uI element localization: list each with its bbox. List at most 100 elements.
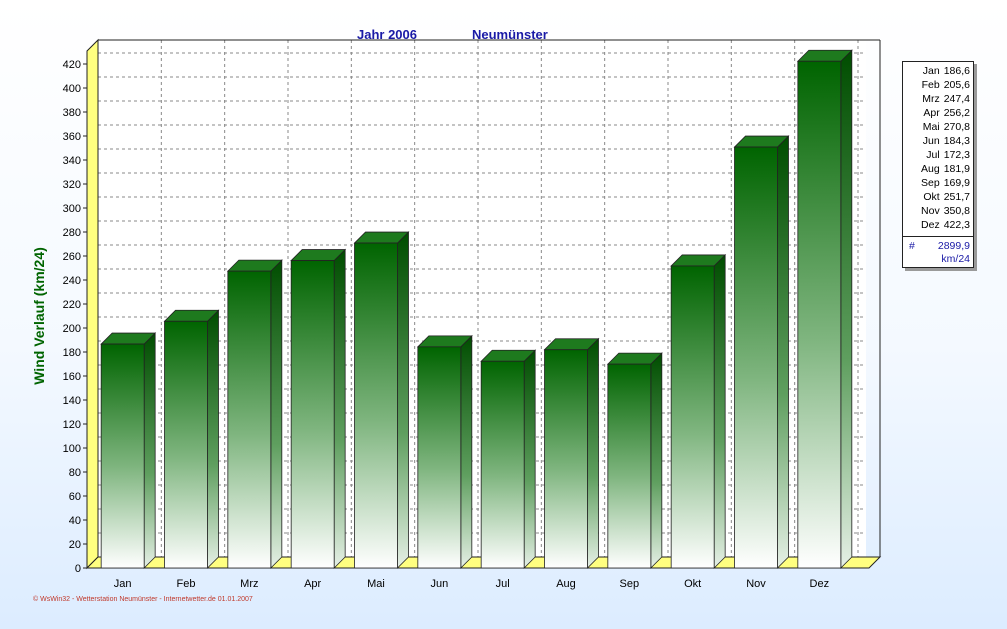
y-tick-label: 100	[63, 443, 81, 455]
bar	[227, 270, 272, 569]
y-tick-label: 300	[63, 203, 81, 215]
x-tick-label: Nov	[746, 578, 766, 590]
y-tick-label: 40	[69, 515, 81, 527]
legend-value: 169,9	[943, 177, 970, 189]
legend-row: Jan 186,6	[906, 64, 970, 78]
y-tick-label: 80	[69, 467, 81, 479]
bar-side	[650, 352, 663, 569]
chart-left-wall	[86, 38, 99, 570]
legend-month: Mai	[922, 121, 940, 133]
legend-value: 172,3	[943, 149, 970, 161]
legend-month: Dez	[921, 219, 940, 231]
y-tick-label: 0	[75, 563, 81, 575]
legend-value: 251,7	[943, 191, 970, 203]
legend-total-symbol: #	[909, 240, 915, 252]
y-tick-label: 340	[63, 155, 81, 167]
legend-row: Dez 422,3	[906, 218, 970, 232]
chart-title-station: Neumünster	[472, 27, 548, 42]
x-tick-label: Sep	[620, 578, 640, 590]
y-tick-label: 160	[63, 371, 81, 383]
legend-value: 205,6	[943, 79, 970, 91]
x-tick-label: Feb	[177, 578, 196, 590]
legend-value: 186,6	[943, 65, 970, 77]
x-tick-label: Jan	[114, 578, 132, 590]
legend-month: Sep	[921, 177, 940, 189]
legend-box: Jan 186,6 Feb 205,6 Mrz 247,4 Apr 256,2 Mai 270,8…	[902, 61, 974, 268]
legend-value: 256,2	[943, 107, 970, 119]
legend-row: Feb 205,6	[906, 78, 970, 92]
bar-side	[143, 332, 156, 569]
legend-month: Nov	[921, 205, 940, 217]
x-tick-label: Dez	[810, 578, 830, 590]
x-tick-label: Jul	[496, 578, 510, 590]
bar-side	[270, 259, 283, 569]
y-tick-label: 220	[63, 299, 81, 311]
x-tick-label: Mai	[367, 578, 385, 590]
legend-unit: km/24	[941, 253, 970, 265]
y-tick-label: 260	[63, 251, 81, 263]
legend-value: 247,4	[943, 93, 970, 105]
legend-month: Okt	[923, 191, 940, 203]
bar	[734, 146, 778, 569]
x-tick-label: Apr	[304, 578, 321, 590]
footer-credit: © WsWin32 - Wetterstation Neumünster - I…	[33, 596, 253, 603]
bar	[480, 360, 525, 569]
legend-row: Aug 181,9	[906, 162, 970, 176]
legend-month: Mrz	[922, 93, 940, 105]
bar	[670, 265, 715, 569]
legend-month: Apr	[923, 107, 940, 119]
legend-month: Jul	[926, 149, 940, 161]
legend-value: 181,9	[943, 163, 970, 175]
legend-row: Sep 169,9	[906, 176, 970, 190]
legend-month: Feb	[921, 79, 940, 91]
bar	[797, 60, 842, 569]
legend-month: Aug	[921, 163, 940, 175]
y-tick-label: 20	[69, 539, 81, 551]
y-tick-label: 420	[63, 59, 81, 71]
legend-total: # 2899,9	[903, 237, 973, 253]
bar-side	[777, 135, 789, 569]
bar-side	[397, 231, 409, 569]
legend-rows: Jan 186,6 Feb 205,6 Mrz 247,4 Apr 256,2 Mai 270,8…	[903, 62, 973, 232]
y-tick-label: 320	[63, 179, 81, 191]
y-tick-label: 140	[63, 395, 81, 407]
legend-value: 270,8	[943, 121, 970, 133]
bar	[290, 260, 335, 569]
legend-month: Jan	[922, 65, 940, 77]
y-tick-label: 280	[63, 227, 81, 239]
y-tick-label: 180	[63, 347, 81, 359]
legend-row: Jun 184,3	[906, 134, 970, 148]
chart-title-year: Jahr 2006	[357, 27, 417, 42]
bar-side	[460, 334, 473, 569]
legend-month: Jun	[922, 135, 940, 147]
y-tick-label: 380	[63, 107, 81, 119]
x-tick-label: Okt	[684, 578, 701, 590]
y-tick-label: 120	[63, 419, 81, 431]
bar	[417, 346, 462, 569]
y-axis-label: Wind Verlauf (km/24)	[31, 247, 47, 385]
bar	[100, 343, 145, 569]
legend-row: Mrz 247,4	[906, 92, 970, 106]
bar-side	[840, 49, 853, 569]
legend-row: Jul 172,3	[906, 148, 970, 162]
x-tick-label: Mrz	[240, 578, 258, 590]
bar	[544, 349, 588, 569]
y-tick-label: 240	[63, 275, 81, 287]
bar-side	[333, 248, 346, 569]
y-tick-label: 200	[63, 323, 81, 335]
legend-value: 422,3	[943, 219, 970, 231]
bar-side	[523, 349, 536, 569]
y-tick-label: 400	[63, 83, 81, 95]
legend-separator	[903, 236, 973, 237]
x-tick-label: Aug	[556, 578, 576, 590]
legend-row: Okt 251,7	[906, 190, 970, 204]
bar	[164, 320, 208, 569]
bar-side	[207, 309, 219, 569]
legend-total-value: 2899,9	[937, 240, 970, 252]
bar	[354, 242, 398, 569]
legend-row: Apr 256,2	[906, 106, 970, 120]
bar	[607, 363, 652, 569]
legend-row: Nov 350,8	[906, 204, 970, 218]
bar-side	[713, 253, 726, 569]
